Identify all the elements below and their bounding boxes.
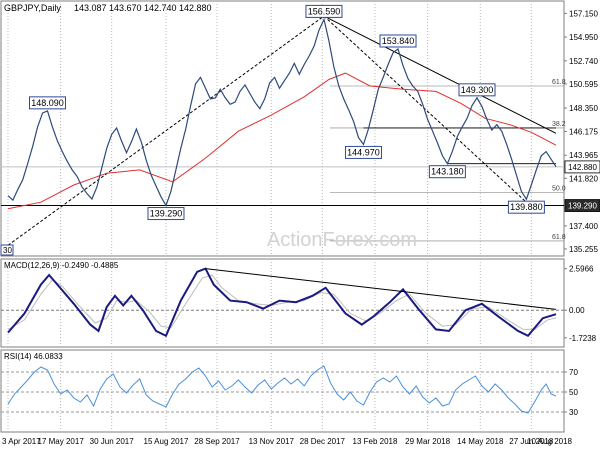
y-tick-label: 70 <box>569 368 578 377</box>
x-tick-label: 28 Sep 2017 <box>194 437 240 446</box>
x-tick-label: 27 Jun 2018 <box>509 437 554 446</box>
y-tick-label: -1.7238 <box>569 334 597 343</box>
fib-level-label: 38.2 <box>552 121 566 128</box>
x-tick-label: 13 Feb 2018 <box>353 437 398 446</box>
x-tick-label: 28 Dec 2017 <box>300 437 346 446</box>
support-price-marker-box <box>564 199 600 212</box>
price-label: 143.180 <box>431 167 464 177</box>
y-tick-label: 150.595 <box>569 80 598 89</box>
price-label: 144.970 <box>347 147 380 157</box>
uptrend-channel-line <box>7 15 325 246</box>
y-tick-label: 137.400 <box>569 222 598 231</box>
price-line <box>7 17 557 207</box>
y-tick-label: 152.740 <box>569 57 598 66</box>
price-label: 139.880 <box>510 202 543 212</box>
price-label: 139.290 <box>150 209 183 219</box>
price-label-box <box>458 83 496 97</box>
price-label-box <box>28 96 66 110</box>
retracement-line <box>323 15 527 203</box>
x-tick-label: 3 Apr 2017 <box>2 437 41 446</box>
current-price-marker-box <box>564 160 600 174</box>
x-tick-label: 29 Mar 2018 <box>405 437 450 446</box>
moving-average-line <box>7 72 557 210</box>
price-label: 148.090 <box>31 98 64 108</box>
y-tick-label: 141.820 <box>569 174 598 183</box>
price-label: 153.840 <box>382 36 415 46</box>
rsi-label: RSI(14) 46.0833 <box>4 352 63 361</box>
y-tick-label: 30 <box>569 408 578 417</box>
price-label-box <box>507 200 545 214</box>
y-tick-label: 157.150 <box>569 9 598 18</box>
ohlc-close: 142.880 <box>179 3 212 13</box>
x-tick-label: 14 May 2018 <box>457 437 504 446</box>
corner-label-box <box>0 244 14 256</box>
x-tick-label: 17 May 2017 <box>38 437 85 446</box>
price-label-box <box>305 4 343 18</box>
y-tick-label: 146.175 <box>569 127 598 136</box>
x-tick-label: 10 Aug 2018 <box>527 437 572 446</box>
watermark: ActionForex.com <box>267 229 417 251</box>
rsi-panel: 70 50 30 RSI(14) 46.0833 <box>0 349 578 433</box>
price-panel: 157.150 154.950 152.740 150.595 148.350 146.1… <box>0 0 600 257</box>
fib-level-label: 61.8 <box>552 79 566 86</box>
y-tick-label: 154.950 <box>569 33 598 42</box>
y-tick-label: 0.00 <box>569 306 585 315</box>
price-label-box <box>344 145 382 159</box>
x-tick-label: 13 Nov 2017 <box>249 437 295 446</box>
chart-title: GBPJPY,Daily <box>4 3 61 13</box>
fib-level-label: 50.0 <box>552 186 566 193</box>
current-price-marker: 142.880 <box>568 163 597 172</box>
y-tick-label: 135.255 <box>569 245 598 254</box>
ohlc-low: 142.740 <box>144 3 177 13</box>
y-tick-label: 50 <box>569 388 578 397</box>
price-label-box <box>147 207 185 221</box>
fib-level-label: 61.8 <box>552 234 566 241</box>
x-tick-label: 30 Jun 2017 <box>90 437 135 446</box>
support-price-marker: 139.290 <box>568 202 597 211</box>
macd-panel: 2.5966 0.00 -1.7238 MACD(12,26,9) -0.2490 … <box>0 258 597 348</box>
x-tick-label: 15 Aug 2017 <box>144 437 189 446</box>
price-label-box <box>379 34 417 48</box>
downtrend-line <box>323 15 557 134</box>
price-label-box <box>428 165 466 179</box>
macd-label: MACD(12,26,9) -0.2490 -0.4885 <box>4 261 119 270</box>
macd-line <box>7 267 557 338</box>
price-label: 149.300 <box>461 85 494 95</box>
corner-label: 30 <box>3 246 12 255</box>
price-label: 156.590 <box>308 6 341 16</box>
y-tick-label: 2.5966 <box>569 265 594 274</box>
ohlc-high: 143.670 <box>109 3 142 13</box>
macd-trendline <box>205 268 557 310</box>
macd-signal-line <box>7 274 557 330</box>
ohlc-open: 143.087 <box>74 3 107 13</box>
y-tick-label: 148.350 <box>569 104 598 113</box>
rsi-line <box>7 365 557 414</box>
y-tick-label: 143.965 <box>569 151 598 160</box>
